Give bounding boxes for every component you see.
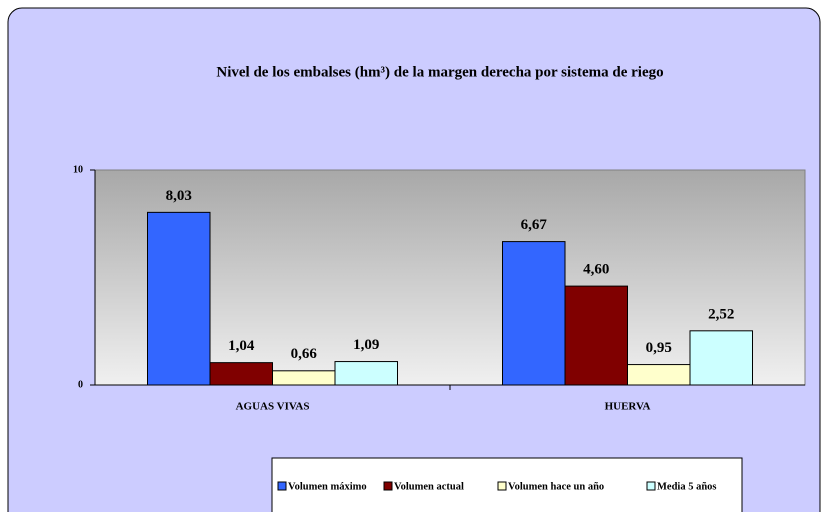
bar: [209, 362, 273, 386]
bar: [334, 361, 398, 386]
x-tick-label: AGUAS VIVAS: [236, 401, 310, 413]
legend-label: Media 5 años: [657, 481, 717, 492]
bar: [502, 241, 566, 386]
legend-swatch: [277, 481, 287, 491]
bar: [272, 370, 336, 386]
data-label: 6,67: [521, 217, 548, 233]
data-label: 8,03: [166, 188, 192, 204]
legend-label: Volumen máximo: [288, 481, 367, 492]
legend-swatch: [497, 481, 507, 491]
legend: [271, 457, 743, 512]
bar: [564, 285, 628, 386]
data-label: 1,09: [353, 337, 379, 353]
legend-swatch: [383, 481, 393, 491]
y-tick-label: 0: [78, 379, 83, 390]
data-label: 4,60: [583, 262, 609, 278]
data-label: 2,52: [708, 306, 734, 322]
data-label: 0,95: [646, 340, 672, 356]
bar: [147, 211, 211, 386]
bar: [689, 330, 753, 386]
data-label: 1,04: [228, 338, 255, 354]
plot-area: [94, 169, 806, 386]
legend-label: Volumen hace un año: [508, 481, 604, 492]
y-tick-label: 10: [73, 164, 83, 175]
legend-label: Volumen actual: [394, 481, 464, 492]
bar: [627, 364, 691, 386]
data-label: 0,66: [291, 346, 318, 362]
legend-swatch: [646, 481, 656, 491]
chart-title: Nivel de los embalses (hm³) de la margen…: [216, 64, 663, 80]
x-tick-label: HUERVA: [605, 401, 651, 413]
